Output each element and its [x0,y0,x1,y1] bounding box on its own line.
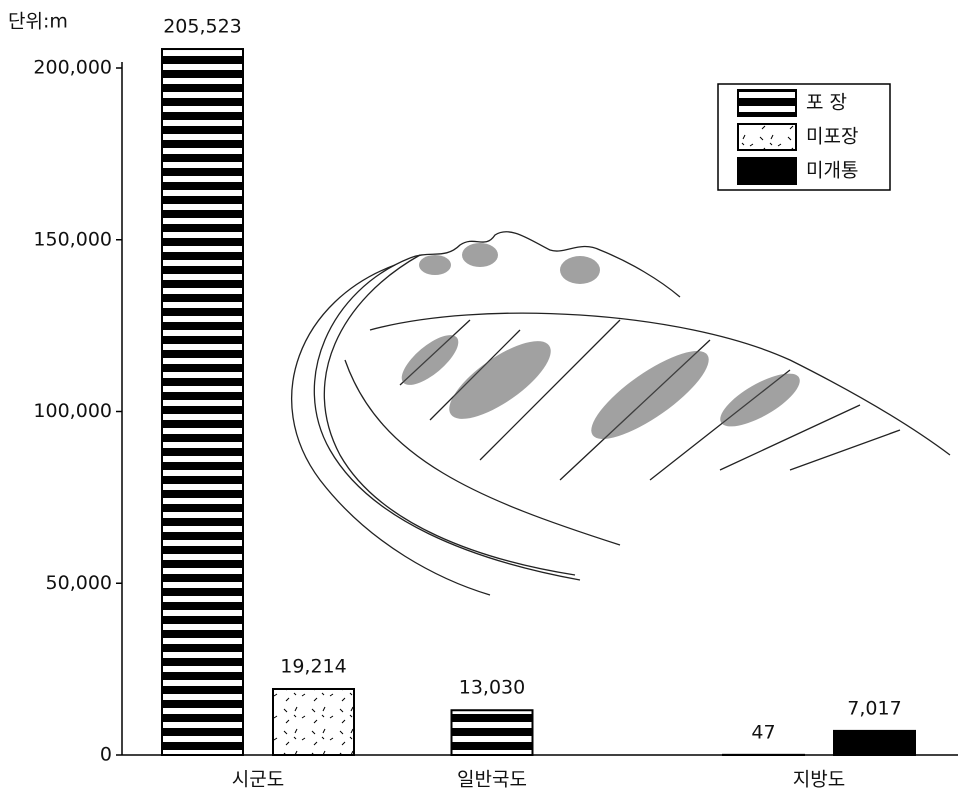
bar [161,48,244,756]
legend-swatch [737,123,797,151]
y-tick-label: 50,000 [46,572,112,594]
y-tick-label: 200,000 [33,57,112,79]
legend-swatch [737,157,797,185]
legend-label: 포 장 [806,92,847,114]
y-tick-label: 100,000 [33,400,112,422]
x-tick-label: 지방도 [793,769,845,791]
bar [833,729,916,757]
y-tick-label: 150,000 [33,228,112,250]
y-tick-label: 0 [100,744,112,766]
legend-box [717,83,891,191]
data-label: 47 [751,721,775,743]
data-label: 7,017 [847,697,901,719]
legend-label: 미개통 [806,160,858,182]
bar [272,687,355,757]
data-label: 13,030 [459,677,525,699]
x-tick-label: 일반국도 [457,769,527,791]
illustration [291,231,951,596]
bar [450,709,534,756]
legend-label: 미포장 [806,126,858,148]
data-label: 19,214 [280,655,346,677]
unit-label: 단위:m [8,11,68,33]
legend-swatch [737,89,797,117]
data-label: 205,523 [163,16,242,38]
x-tick-label: 시군도 [232,769,284,791]
